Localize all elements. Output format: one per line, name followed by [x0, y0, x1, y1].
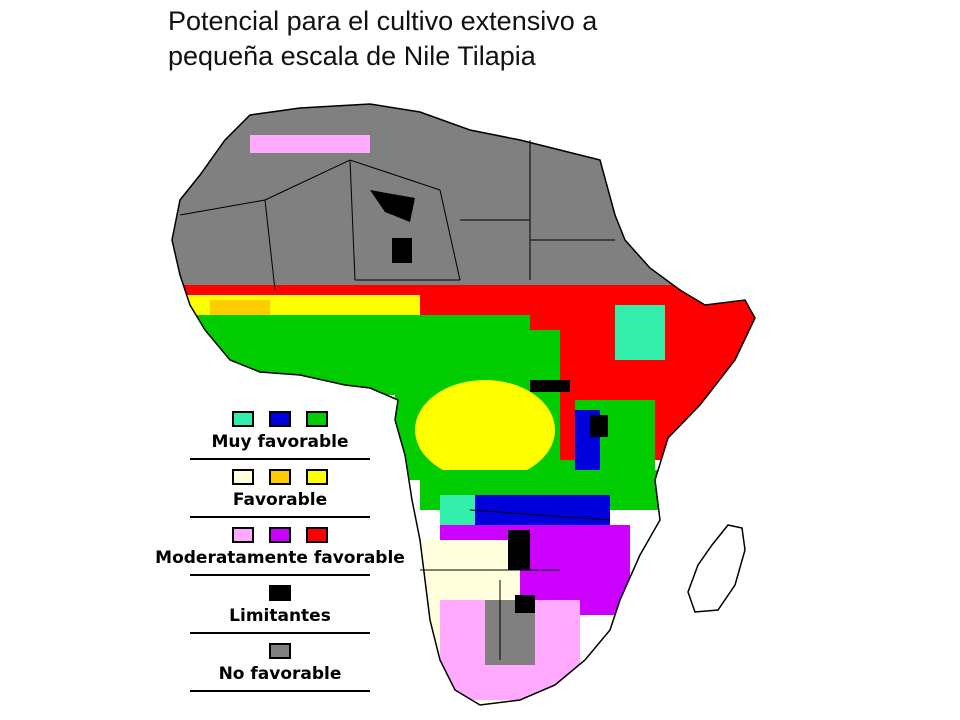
- title-line-1: Potencial para el cultivo extensivo a: [168, 6, 598, 36]
- region-south-blue: [470, 495, 610, 530]
- legend: Muy favorable Favorable Moderatamente fa…: [155, 408, 420, 698]
- legend-swatch: [269, 527, 291, 543]
- region-limitantes-sahara-2: [392, 238, 412, 263]
- legend-group-favorable: Favorable: [190, 466, 370, 518]
- legend-label-no-favorable: No favorable: [218, 664, 342, 684]
- legend-divider: [190, 690, 370, 692]
- region-sahel-orange: [210, 300, 270, 315]
- legend-divider: [190, 574, 370, 576]
- legend-label-moderatamente-favorable: Moderatamente favorable: [155, 548, 405, 568]
- legend-divider: [190, 516, 370, 518]
- legend-label-muy-favorable: Muy favorable: [211, 432, 349, 452]
- legend-swatches: [190, 582, 370, 604]
- legend-swatches: [190, 524, 370, 546]
- legend-swatch: [232, 411, 254, 427]
- region-limitantes-lake-victoria: [590, 415, 608, 437]
- legend-swatch: [269, 643, 291, 659]
- legend-divider: [190, 632, 370, 634]
- region-limitantes-central: [530, 380, 570, 392]
- legend-label-limitantes: Limitantes: [229, 606, 331, 626]
- legend-label-favorable: Favorable: [232, 490, 328, 510]
- legend-swatch: [269, 585, 291, 601]
- legend-swatch: [269, 469, 291, 485]
- madagascar-outline: [687, 524, 746, 613]
- legend-swatch: [306, 411, 328, 427]
- legend-swatches: [190, 408, 370, 430]
- legend-group-limitantes: Limitantes: [190, 582, 370, 634]
- legend-divider: [190, 458, 370, 460]
- region-ethiopia-teal: [615, 305, 665, 360]
- legend-swatch: [269, 411, 291, 427]
- legend-group-muy-favorable: Muy favorable: [190, 408, 370, 460]
- region-limitantes-sahara-1: [370, 190, 415, 222]
- legend-swatches: [190, 466, 370, 488]
- region-pink-north: [250, 135, 370, 153]
- region-congo-yellow: [415, 380, 555, 480]
- legend-swatch: [232, 527, 254, 543]
- map-title: Potencial para el cultivo extensivo a pe…: [168, 4, 728, 74]
- legend-group-no-favorable: No favorable: [190, 640, 370, 692]
- legend-swatch: [306, 469, 328, 485]
- region-limitantes-south: [508, 530, 530, 570]
- country-borders: [179, 140, 615, 660]
- region-south-teal: [440, 495, 475, 525]
- legend-group-moderatamente-favorable: Moderatamente favorable: [155, 524, 405, 576]
- africa-outline: [171, 103, 756, 706]
- map-regions: [172, 104, 755, 705]
- title-line-2: pequeña escala de Nile Tilapia: [168, 41, 536, 71]
- legend-swatch: [306, 527, 328, 543]
- legend-swatch: [232, 469, 254, 485]
- region-limitantes-kalahari: [515, 595, 535, 613]
- legend-swatches: [190, 640, 370, 662]
